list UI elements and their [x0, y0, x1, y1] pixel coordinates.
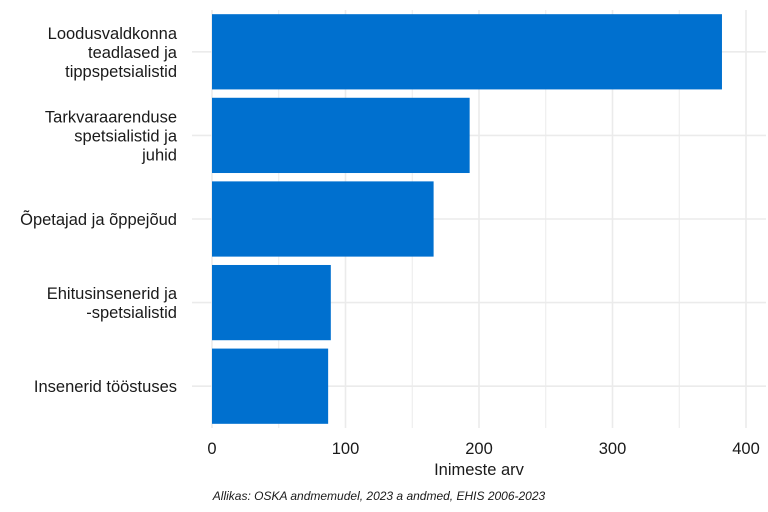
category-labels: Loodusvaldkonna teadlased ja tippspetsiali…: [20, 25, 178, 396]
category-label: Loodusvaldkonna teadlased ja tippspetsiali…: [48, 25, 178, 81]
x-axis-title: Inimeste arv: [434, 461, 525, 479]
bar: [212, 348, 329, 424]
x-tick-label: 100: [332, 440, 360, 458]
category-label: Insenerid tööstuses: [34, 378, 177, 396]
x-tick-label: 200: [465, 440, 493, 458]
bar: [212, 97, 470, 174]
category-label: Tarkvaraarenduse spetsialistid ja juhid: [45, 108, 178, 164]
category-label: Õpetajad ja õppejõud: [20, 209, 177, 229]
x-tick-label: 0: [207, 440, 216, 458]
x-tick-labels: 0 100 200 300 400: [207, 440, 759, 458]
bar: [212, 181, 434, 257]
category-label: Ehitusinsenerid ja -spetsialistid: [47, 285, 178, 322]
bar: [212, 14, 722, 90]
bar: [212, 264, 331, 341]
bars: [212, 14, 722, 424]
source-caption: Allikas: OSKA andmemudel, 2023 a andmed,…: [212, 489, 546, 503]
x-tick-label: 300: [599, 440, 627, 458]
x-tick-label: 400: [732, 440, 760, 458]
